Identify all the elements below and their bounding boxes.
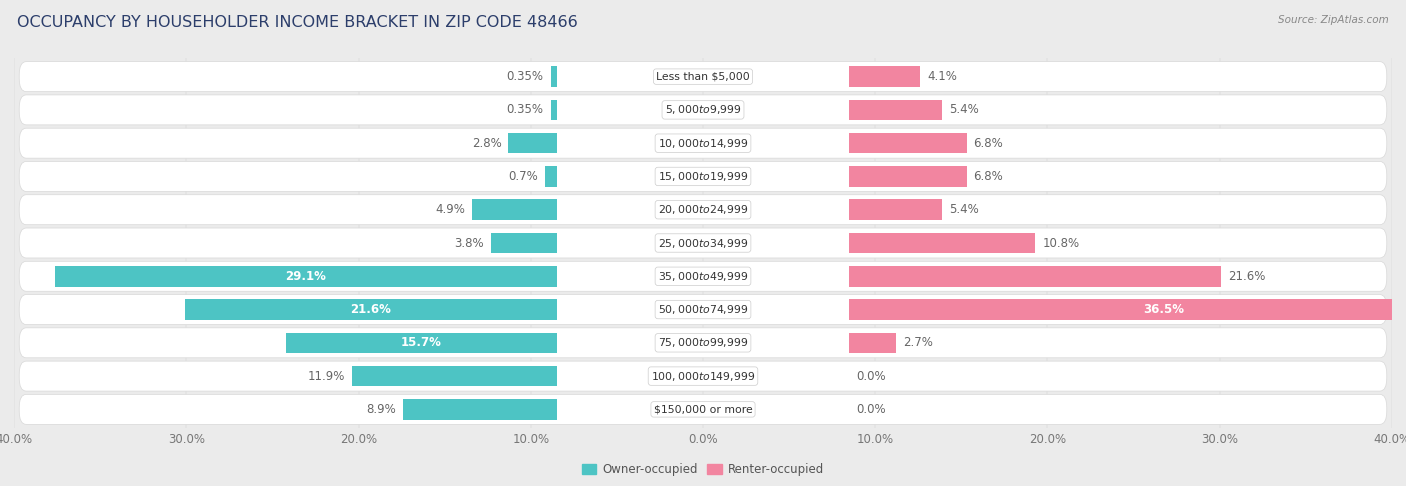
Text: Source: ZipAtlas.com: Source: ZipAtlas.com	[1278, 15, 1389, 25]
FancyBboxPatch shape	[20, 395, 1386, 424]
Bar	[472, 199, 557, 220]
FancyBboxPatch shape	[20, 62, 1386, 91]
Bar	[849, 332, 896, 353]
Text: 6.8%: 6.8%	[973, 170, 1002, 183]
Text: $35,000 to $49,999: $35,000 to $49,999	[658, 270, 748, 283]
Text: OCCUPANCY BY HOUSEHOLDER INCOME BRACKET IN ZIP CODE 48466: OCCUPANCY BY HOUSEHOLDER INCOME BRACKET …	[17, 15, 578, 30]
Bar	[509, 133, 557, 154]
Bar	[404, 399, 557, 420]
Bar	[287, 332, 557, 353]
FancyBboxPatch shape	[20, 261, 1386, 291]
Text: 21.6%: 21.6%	[1229, 270, 1265, 283]
FancyBboxPatch shape	[20, 128, 1386, 158]
Bar	[849, 166, 966, 187]
Bar	[849, 233, 1035, 253]
Bar	[352, 366, 557, 386]
FancyBboxPatch shape	[20, 228, 1386, 258]
Text: 0.35%: 0.35%	[506, 104, 544, 117]
Text: $100,000 to $149,999: $100,000 to $149,999	[651, 369, 755, 382]
Text: 4.1%: 4.1%	[927, 70, 956, 83]
Bar	[849, 133, 966, 154]
Text: $25,000 to $34,999: $25,000 to $34,999	[658, 237, 748, 249]
Bar	[849, 100, 942, 120]
FancyBboxPatch shape	[20, 361, 1386, 391]
Bar	[544, 166, 557, 187]
Bar	[849, 199, 942, 220]
Text: 15.7%: 15.7%	[401, 336, 441, 349]
Text: 0.35%: 0.35%	[506, 70, 544, 83]
Bar	[184, 299, 557, 320]
Text: 0.7%: 0.7%	[508, 170, 537, 183]
Text: 8.9%: 8.9%	[367, 403, 396, 416]
Bar	[491, 233, 557, 253]
Text: 29.1%: 29.1%	[285, 270, 326, 283]
FancyBboxPatch shape	[20, 161, 1386, 191]
Bar	[55, 266, 557, 287]
Text: $5,000 to $9,999: $5,000 to $9,999	[665, 104, 741, 117]
Bar	[551, 100, 557, 120]
Text: 6.8%: 6.8%	[973, 137, 1002, 150]
Text: $20,000 to $24,999: $20,000 to $24,999	[658, 203, 748, 216]
Text: 2.7%: 2.7%	[903, 336, 932, 349]
Text: 2.8%: 2.8%	[472, 137, 502, 150]
FancyBboxPatch shape	[20, 195, 1386, 225]
Text: 21.6%: 21.6%	[350, 303, 391, 316]
Text: $75,000 to $99,999: $75,000 to $99,999	[658, 336, 748, 349]
Text: Less than $5,000: Less than $5,000	[657, 71, 749, 82]
Text: 0.0%: 0.0%	[856, 403, 886, 416]
Text: $150,000 or more: $150,000 or more	[654, 404, 752, 415]
FancyBboxPatch shape	[20, 328, 1386, 358]
FancyBboxPatch shape	[20, 295, 1386, 325]
Text: 4.9%: 4.9%	[436, 203, 465, 216]
Text: 5.4%: 5.4%	[949, 104, 979, 117]
Text: 3.8%: 3.8%	[454, 237, 484, 249]
Text: 36.5%: 36.5%	[1143, 303, 1184, 316]
Text: 5.4%: 5.4%	[949, 203, 979, 216]
Bar	[849, 266, 1222, 287]
Text: $15,000 to $19,999: $15,000 to $19,999	[658, 170, 748, 183]
Text: 11.9%: 11.9%	[308, 369, 344, 382]
Text: $50,000 to $74,999: $50,000 to $74,999	[658, 303, 748, 316]
Bar	[849, 299, 1406, 320]
Bar	[551, 66, 557, 87]
FancyBboxPatch shape	[20, 95, 1386, 125]
Text: $10,000 to $14,999: $10,000 to $14,999	[658, 137, 748, 150]
Text: 0.0%: 0.0%	[856, 369, 886, 382]
Legend: Owner-occupied, Renter-occupied: Owner-occupied, Renter-occupied	[578, 458, 828, 481]
Text: 10.8%: 10.8%	[1042, 237, 1080, 249]
Bar	[849, 66, 920, 87]
